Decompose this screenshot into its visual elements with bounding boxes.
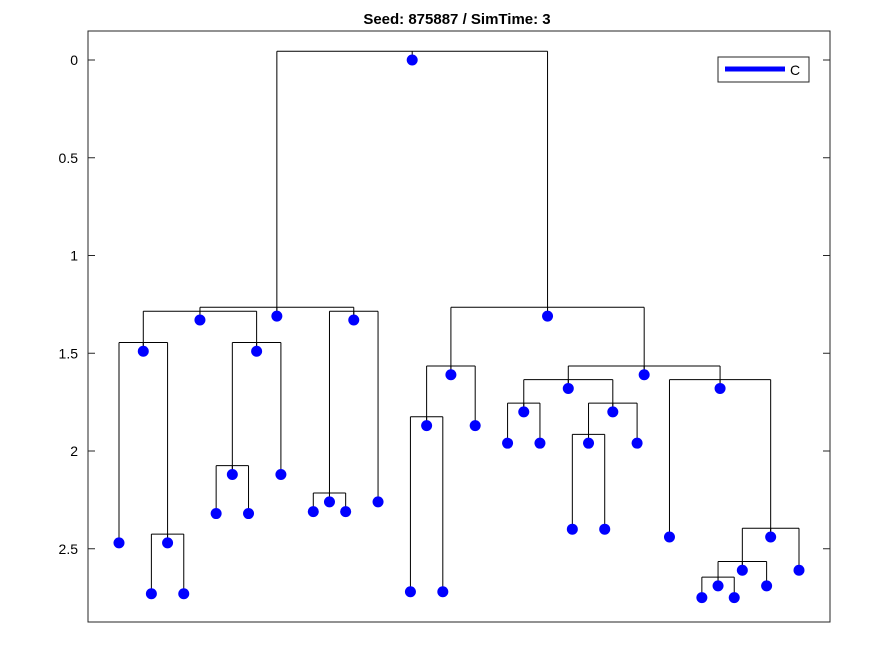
tree-leaf-node (534, 437, 546, 449)
tree-leaf-node (599, 523, 611, 535)
tree-branch-node (406, 54, 418, 66)
tree-leaf-node (243, 508, 255, 520)
tree-leaf-node (631, 437, 643, 449)
tree-leaf-node (696, 592, 708, 604)
tree-edges (118, 50, 800, 598)
y-tick-label: 2 (70, 443, 78, 459)
tree-branch-node (714, 382, 726, 394)
tree-leaf-node (728, 592, 740, 604)
tree-branch-node (445, 369, 457, 381)
tree-branch-node (348, 314, 360, 326)
tree-branch-node (542, 310, 554, 322)
plot-area (87, 30, 831, 623)
tree-branch-node (194, 314, 206, 326)
tree-leaf-node (437, 586, 449, 598)
tree-leaf-node (404, 586, 416, 598)
tree-leaf-node (275, 468, 287, 480)
chart-title: Seed: 875887 / SimTime: 3 (363, 11, 550, 28)
tree-branch-node (271, 310, 283, 322)
legend-label: C (790, 62, 800, 78)
tree-branch-node (712, 580, 724, 592)
tree-leaf-node (469, 420, 481, 432)
tree-leaf-node (307, 506, 319, 518)
tree-branch-node (562, 382, 574, 394)
tree-leaf-node (372, 496, 384, 508)
y-tick-label: 1 (70, 248, 78, 264)
y-tick-label: 2.5 (59, 541, 79, 557)
tree-branch-node (251, 345, 263, 357)
tree-branch-node (583, 437, 595, 449)
tree-branch-node (226, 468, 238, 480)
tree-branch-node (162, 537, 174, 549)
tree-branch-node (638, 369, 650, 381)
tree-leaf-node (502, 437, 514, 449)
tree-branch-node (518, 406, 530, 418)
tree-leaf-node (178, 588, 190, 600)
tree-leaf-node (113, 537, 125, 549)
tree-leaf-node (793, 564, 805, 576)
tree-branch-node (607, 406, 619, 418)
tree-branch-node (736, 564, 748, 576)
legend: C (717, 56, 810, 83)
tree-branch-node (137, 345, 149, 357)
tree-leaf-node (761, 580, 773, 592)
y-tick-label: 0 (70, 52, 78, 68)
y-tick-label: 1.5 (59, 345, 79, 361)
tree-branch-node (323, 496, 335, 508)
y-tick-label: 0.5 (59, 150, 79, 166)
tree-leaf-node (340, 506, 352, 518)
y-axis: 0 0.5 1 1.5 2 2.5 (59, 52, 830, 557)
tree-leaf-node (566, 523, 578, 535)
tree-branch-node (765, 531, 777, 543)
tree-leaf-node (145, 588, 157, 600)
tree-nodes (113, 54, 805, 604)
tree-leaf-node (663, 531, 675, 543)
tree-leaf-node (210, 508, 222, 520)
tree-branch-node (421, 420, 433, 432)
